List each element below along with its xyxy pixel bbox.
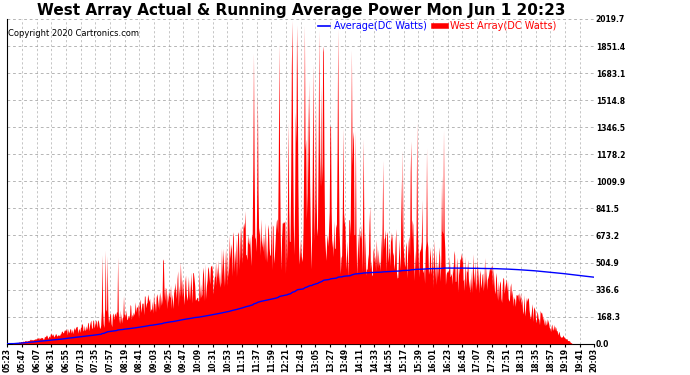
Title: West Array Actual & Running Average Power Mon Jun 1 20:23: West Array Actual & Running Average Powe… xyxy=(37,3,565,18)
Legend: Average(DC Watts), West Array(DC Watts): Average(DC Watts), West Array(DC Watts) xyxy=(314,17,560,35)
Text: Copyright 2020 Cartronics.com: Copyright 2020 Cartronics.com xyxy=(8,28,139,38)
